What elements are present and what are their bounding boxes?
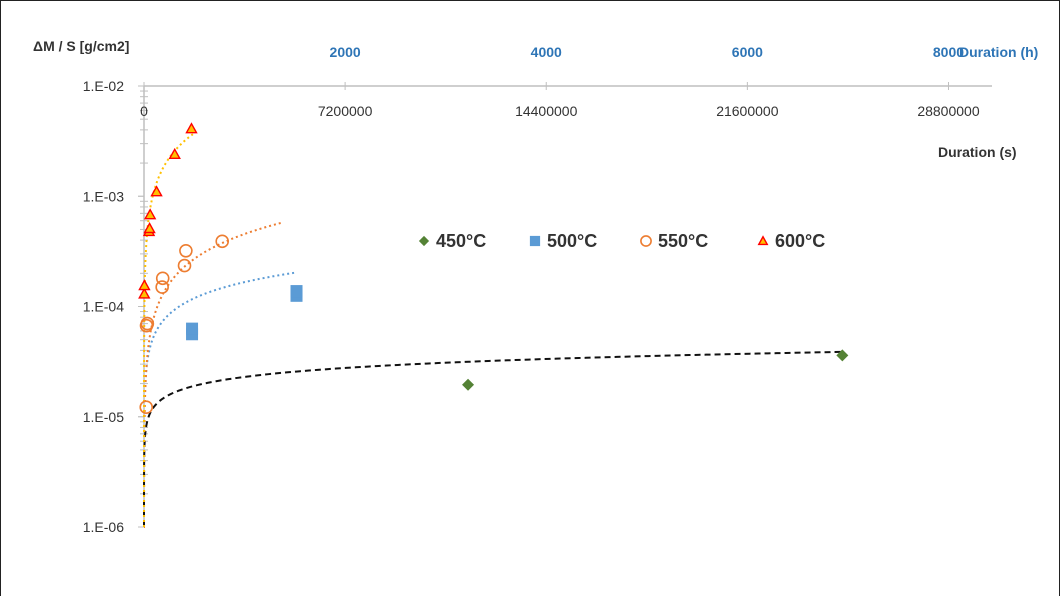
data-point [641,236,651,246]
legend-label: 500°C [547,231,597,251]
data-point [419,236,429,246]
data-point [530,236,540,246]
data-point [291,285,303,297]
legend-label: 550°C [658,231,708,251]
data-point [140,401,152,413]
data-points [139,124,848,414]
top-x-axis-title: Duration (h) [959,44,1038,60]
data-point [145,223,155,232]
y-tick-labels: 1.E-02 1.E-03 1.E-04 1.E-05 1.E-06 [83,78,124,535]
data-point [139,289,149,298]
trend-line [144,352,842,527]
y-tick-label: 1.E-03 [83,188,124,204]
trend-line [144,272,297,527]
top-x-tick-label: 2000 [330,44,361,60]
x-tick-label: 21600000 [716,103,779,119]
legend-label: 450°C [436,231,486,251]
y-tick-label: 1.E-04 [83,299,124,315]
bottom-x-axis-title: Duration (s) [938,144,1017,160]
x-tick-labels-bottom: 0 7200000 14400000 21600000 28800000 [140,82,980,119]
y-tick-label: 1.E-02 [83,78,124,94]
y-tick-label: 1.E-05 [83,409,124,425]
data-point [186,124,196,133]
legend: 450°C 500°C 550°C 600°C [419,231,825,251]
y-tick-label: 1.E-06 [83,519,124,535]
x-tick-label: 28800000 [917,103,980,119]
x-tick-label: 0 [140,103,148,119]
x-tick-label: 14400000 [515,103,578,119]
legend-label: 600°C [775,231,825,251]
trend-lines [144,134,842,527]
data-point [145,210,155,219]
y-axis-title: ΔM / S [g/cm2] [33,38,129,54]
top-x-tick-label: 4000 [531,44,562,60]
x-tick-label: 7200000 [318,103,373,119]
top-x-tick-label: 6000 [732,44,763,60]
data-point [186,323,198,335]
data-point [139,281,149,290]
data-point [180,245,192,257]
data-point [170,149,180,158]
y-minor-ticks [138,86,148,527]
data-point [157,272,169,284]
data-point [216,235,228,247]
x-tick-labels-top: 2000 4000 6000 8000 [330,44,965,60]
data-point [462,379,474,391]
data-point [759,237,768,245]
